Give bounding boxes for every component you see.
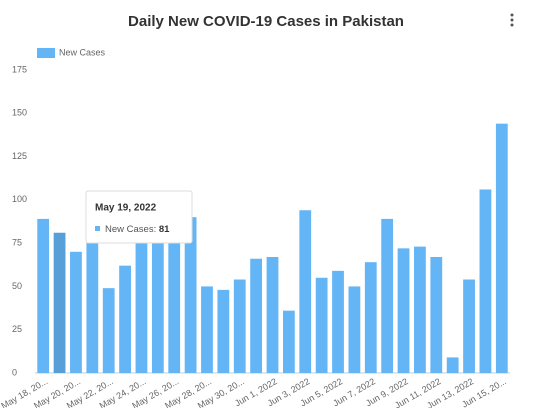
bar-hover — [53, 232, 66, 373]
bar — [37, 218, 50, 373]
bar — [430, 256, 443, 373]
bar — [70, 251, 82, 373]
bar — [250, 258, 263, 373]
bar — [201, 286, 213, 373]
chart-title: Daily New COVID-19 Cases in Pakistan — [128, 13, 404, 30]
legend-swatch — [37, 48, 55, 58]
bar — [446, 357, 459, 373]
y-tick-label: 100 — [12, 194, 27, 204]
bar — [168, 234, 181, 373]
bar — [315, 277, 328, 373]
y-tick-label: 25 — [12, 324, 22, 334]
bar — [479, 189, 492, 373]
tooltip-box — [85, 190, 193, 244]
tooltip: May 19, 2022 New Cases: 81 — [85, 190, 193, 244]
y-tick-label: 50 — [12, 281, 22, 291]
bar — [102, 288, 115, 373]
bar — [151, 237, 164, 373]
bar — [282, 310, 295, 373]
bar — [135, 234, 148, 373]
bar — [332, 270, 344, 373]
bar — [495, 123, 508, 373]
bar — [381, 218, 394, 373]
bar — [233, 279, 246, 373]
y-tick-label: 75 — [12, 238, 22, 248]
tooltip-label: New Cases: 81 — [105, 224, 170, 235]
bar — [217, 289, 230, 373]
bar — [86, 234, 99, 373]
tooltip-title: May 19, 2022 — [95, 203, 157, 214]
bar — [463, 279, 475, 373]
bar — [299, 210, 312, 373]
bar — [184, 217, 197, 373]
bar — [364, 262, 377, 373]
y-tick-label: 0 — [12, 367, 17, 377]
bar — [397, 248, 410, 373]
legend-label: New Cases — [59, 47, 106, 57]
bar — [266, 256, 279, 373]
y-tick-label: 125 — [12, 151, 27, 161]
y-tick-label: 150 — [12, 108, 27, 118]
y-tick-label: 175 — [12, 64, 27, 74]
tooltip-swatch — [95, 226, 100, 231]
bar — [119, 265, 131, 373]
menu-icon[interactable] — [510, 13, 514, 27]
bar — [53, 232, 66, 373]
bar — [348, 286, 361, 373]
bar — [414, 246, 426, 373]
